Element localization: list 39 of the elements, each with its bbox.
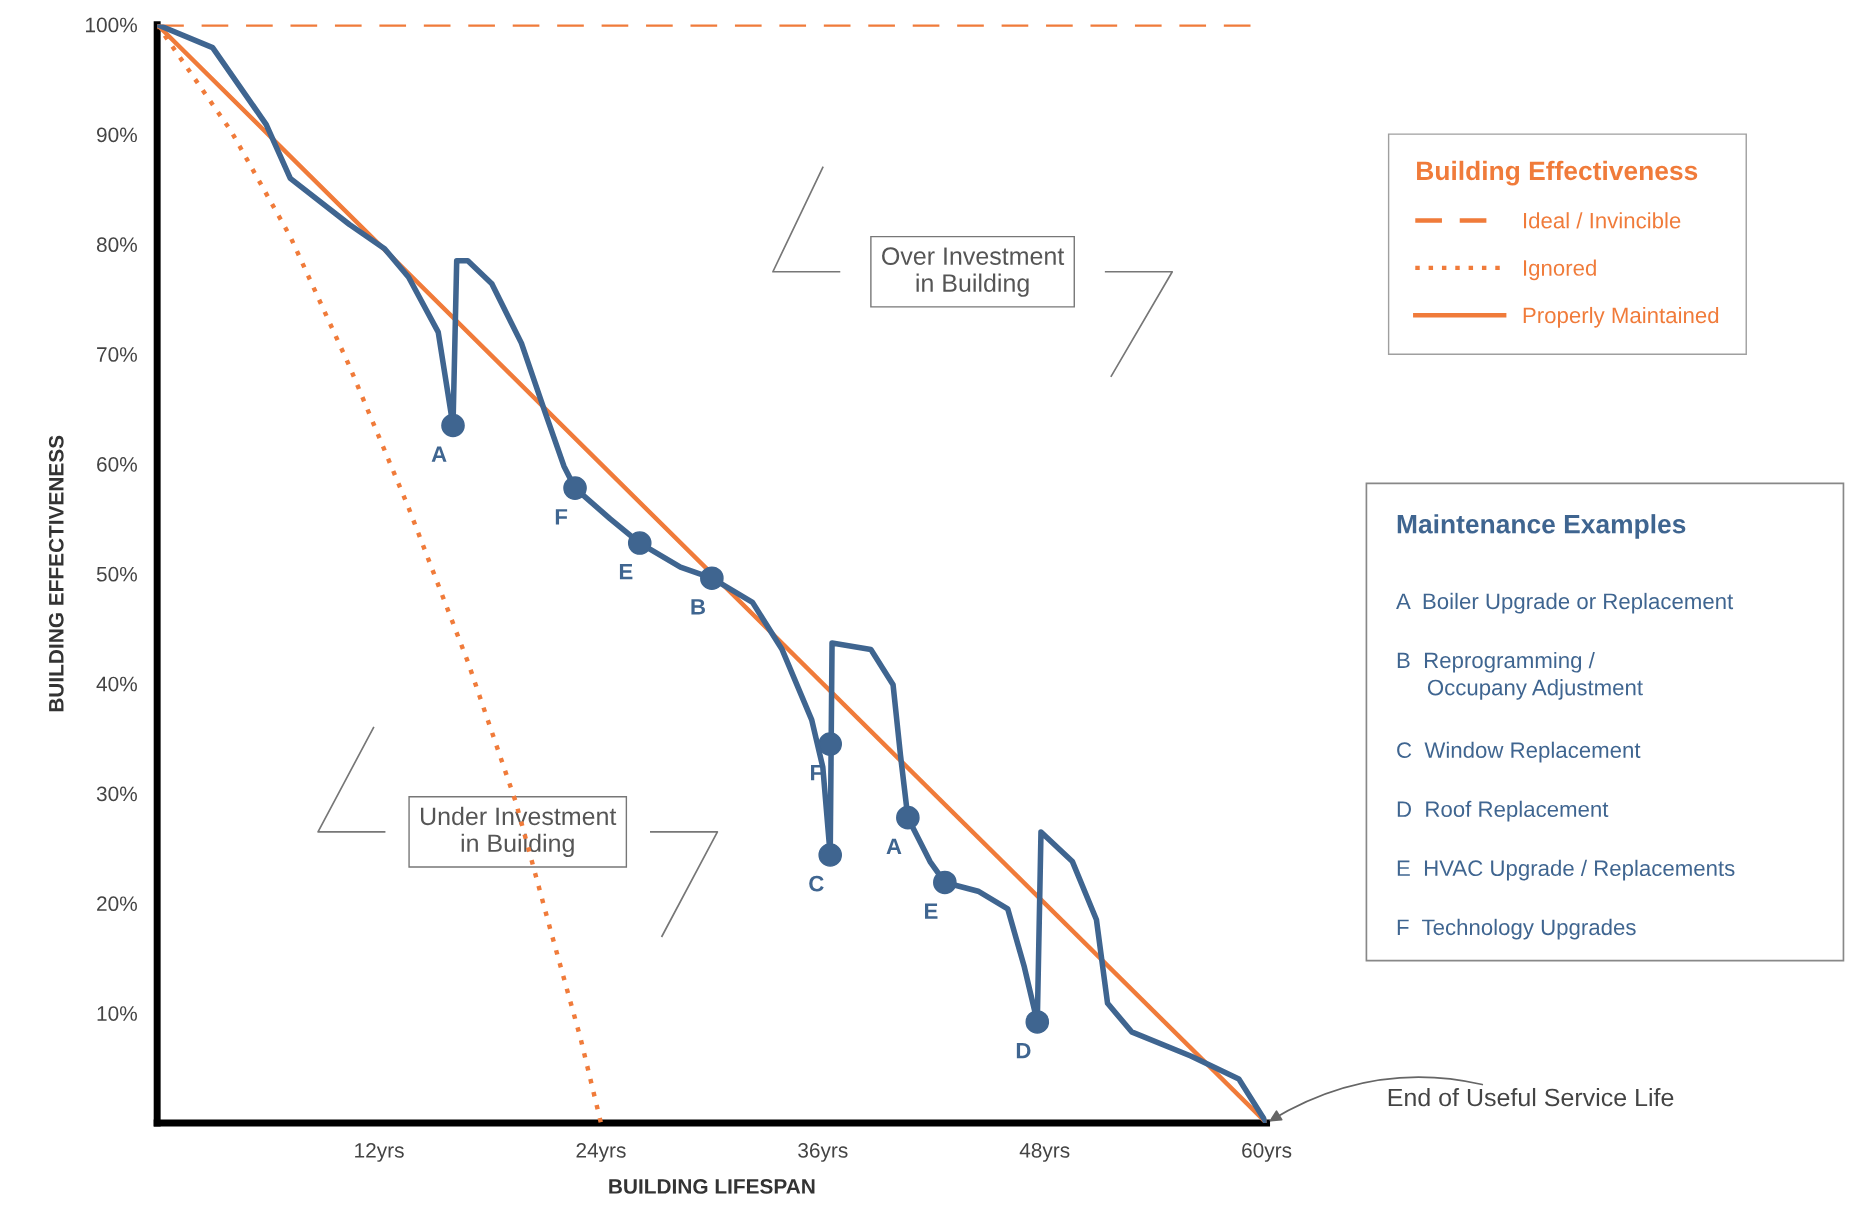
y-tick-label: 50% bbox=[96, 566, 137, 582]
annotation: End of Useful Service Life bbox=[1388, 1087, 1674, 1107]
text: E HVAC Upgrade / Replacements bbox=[1397, 859, 1735, 881]
annotation: E bbox=[619, 564, 633, 580]
x-tick-label: 24yrs bbox=[576, 1142, 626, 1162]
y-tick-label: 20% bbox=[97, 896, 137, 912]
y-tick-label: 80% bbox=[96, 237, 137, 253]
text: A Boiler Upgrade or Replacement bbox=[1396, 592, 1734, 614]
text: C Window Replacement bbox=[1397, 741, 1641, 763]
x-tick-label: 60yrs bbox=[1242, 1142, 1292, 1162]
annotation: Under Investment in Building bbox=[421, 806, 617, 858]
legend-title: Building Effectiveness bbox=[1417, 160, 1698, 186]
x-tick-label: 12yrs bbox=[355, 1142, 404, 1162]
annotation: Over Investment in Building bbox=[882, 247, 1065, 297]
annotation: D bbox=[1016, 1042, 1031, 1059]
text: D Roof Replacement bbox=[1397, 800, 1609, 822]
y-tick-label: 70% bbox=[97, 347, 137, 362]
y-axis-title: BUILDING EFFECTIVENESS bbox=[48, 435, 64, 712]
legend-label: Properly Maintained bbox=[1523, 306, 1719, 328]
legend-label: Ignored bbox=[1524, 259, 1596, 281]
y-tick-label: 90% bbox=[97, 127, 137, 143]
annotation: A bbox=[431, 446, 447, 462]
annotation: F bbox=[555, 509, 568, 525]
annotation: B bbox=[691, 599, 705, 615]
y-tick-label: 100% bbox=[86, 17, 137, 33]
text: F Technology Upgrades bbox=[1397, 918, 1636, 940]
text: B Reprogramming / Occupany Adjustment bbox=[1397, 651, 1643, 700]
legend-label: Ideal / Invincible bbox=[1524, 212, 1681, 229]
x-tick-label: 36yrs bbox=[798, 1142, 848, 1162]
y-tick-label: 60% bbox=[97, 456, 137, 472]
x-tick-label: 48yrs bbox=[1019, 1142, 1070, 1162]
annotation: C bbox=[809, 875, 824, 892]
y-tick-label: 40% bbox=[96, 676, 137, 692]
x-axis-title: BUILDING LIFESPAN bbox=[609, 1179, 815, 1194]
y-tick-label: 10% bbox=[97, 1006, 137, 1021]
annotation: A bbox=[886, 838, 902, 854]
y-tick-label: 30% bbox=[96, 786, 137, 802]
text: Maintenance Examples bbox=[1397, 514, 1686, 539]
annotation: E bbox=[925, 903, 938, 919]
